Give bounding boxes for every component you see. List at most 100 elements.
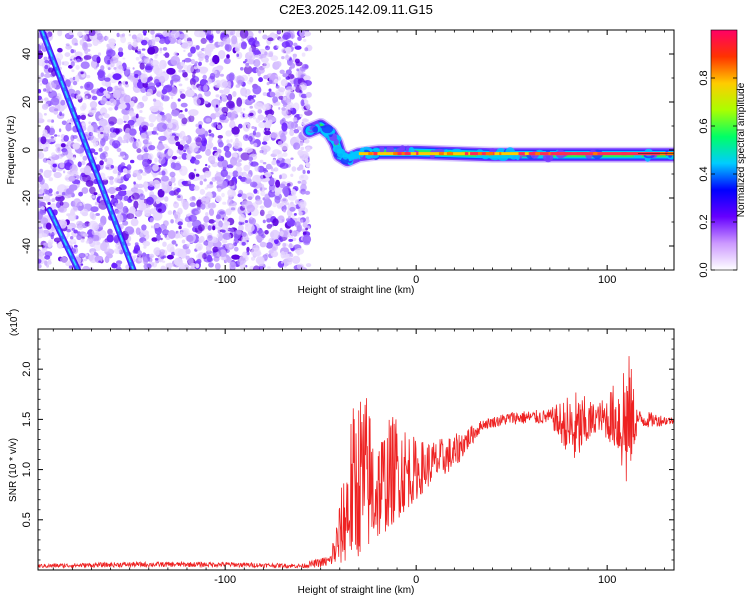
noise-speckle — [268, 52, 274, 58]
streak-layer — [38, 30, 137, 270]
noise-speckle — [227, 198, 233, 207]
spectrogram-ticks: -100 0 100 -40 -20 0 20 40 — [21, 29, 674, 286]
noise-speckle — [81, 73, 86, 78]
noise-speckle — [38, 250, 44, 260]
noise-speckle — [298, 174, 309, 182]
noise-speckle — [108, 107, 113, 111]
x-tick-label: 0 — [413, 274, 419, 286]
noise-speckle — [77, 161, 82, 168]
noise-speckle — [130, 76, 138, 83]
noise-speckle — [284, 202, 290, 206]
noise-speckle — [130, 218, 139, 227]
noise-speckle — [212, 220, 216, 223]
noise-speckle — [122, 57, 126, 60]
noise-speckle — [189, 267, 196, 270]
noise-speckle — [131, 192, 140, 200]
noise-speckle — [232, 140, 243, 149]
noise-speckle — [199, 67, 207, 75]
noise-speckle — [271, 243, 278, 252]
signal-core-segment — [551, 152, 560, 156]
signal-core-segment — [534, 152, 540, 156]
noise-speckle — [294, 45, 302, 50]
noise-speckle — [257, 109, 263, 114]
noise-speckle — [148, 113, 157, 123]
noise-speckle — [288, 238, 294, 242]
noise-speckle — [125, 81, 129, 85]
noise-speckle — [261, 141, 268, 145]
noise-speckle — [57, 30, 63, 37]
noise-speckle — [91, 89, 95, 93]
noise-speckle — [154, 78, 160, 86]
noise-speckle — [255, 67, 265, 74]
noise-speckle — [143, 32, 147, 36]
noise-speckle — [224, 150, 232, 158]
signal-core-segment — [394, 152, 400, 156]
noise-speckle — [240, 111, 244, 115]
noise-speckle — [123, 67, 131, 77]
noise-speckle — [162, 241, 167, 247]
noise-speckle — [259, 241, 267, 248]
noise-speckle — [204, 55, 209, 60]
noise-speckle — [166, 254, 174, 260]
noise-speckle — [279, 132, 286, 143]
noise-speckle — [247, 123, 251, 129]
noise-speckle — [102, 178, 109, 185]
noise-speckle — [90, 251, 95, 255]
noise-speckle — [155, 198, 161, 205]
noise-speckle — [287, 101, 294, 109]
noise-speckle — [159, 153, 166, 158]
noise-speckle — [195, 173, 200, 177]
noise-speckle — [267, 266, 271, 269]
y-tick-label: -40 — [21, 238, 33, 254]
noise-speckle — [196, 68, 201, 73]
signal-core-segment — [548, 152, 551, 156]
noise-speckle — [170, 219, 174, 224]
noise-speckle — [229, 120, 236, 128]
noise-speckle — [301, 122, 305, 126]
snr-scale-label: (x104) — [5, 309, 20, 336]
noise-speckle — [143, 230, 149, 236]
noise-speckle — [129, 128, 137, 136]
noise-speckle — [178, 69, 183, 73]
noise-speckle — [48, 177, 54, 182]
noise-speckle — [50, 234, 54, 240]
noise-speckle — [243, 113, 247, 117]
noise-speckle — [282, 152, 288, 157]
noise-speckle — [113, 166, 118, 171]
noise-speckle — [98, 260, 102, 263]
noise-speckle — [99, 160, 104, 166]
noise-speckle — [175, 243, 178, 247]
noise-speckle — [115, 187, 122, 192]
noise-speckle — [168, 262, 173, 268]
noise-speckle — [180, 93, 186, 99]
noise-speckle — [157, 208, 162, 213]
noise-speckle — [74, 74, 80, 83]
noise-speckle — [74, 51, 83, 58]
noise-speckle — [181, 180, 188, 185]
noise-speckle — [141, 95, 148, 102]
noise-speckle — [91, 109, 97, 114]
noise-speckle — [248, 37, 256, 46]
noise-speckle — [189, 202, 196, 208]
noise-speckle — [241, 231, 247, 238]
noise-speckle — [137, 250, 143, 257]
noise-speckle — [82, 34, 88, 42]
x-tick-label: -100 — [214, 574, 236, 586]
noise-speckle — [168, 136, 177, 145]
noise-speckle — [233, 202, 238, 206]
noise-speckle — [106, 86, 113, 92]
noise-speckle — [41, 233, 48, 238]
noise-speckle — [132, 40, 138, 48]
noise-speckle — [44, 260, 48, 266]
noise-speckle — [48, 260, 52, 265]
noise-speckle — [163, 53, 168, 57]
noise-speckle — [253, 188, 258, 194]
noise-speckle — [118, 83, 123, 88]
noise-speckle — [132, 96, 136, 101]
noise-speckle — [305, 227, 308, 231]
noise-speckle — [92, 38, 99, 47]
noise-speckle — [68, 127, 73, 131]
noise-speckle — [263, 198, 272, 208]
noise-speckle — [191, 76, 200, 83]
noise-speckle — [186, 234, 194, 242]
